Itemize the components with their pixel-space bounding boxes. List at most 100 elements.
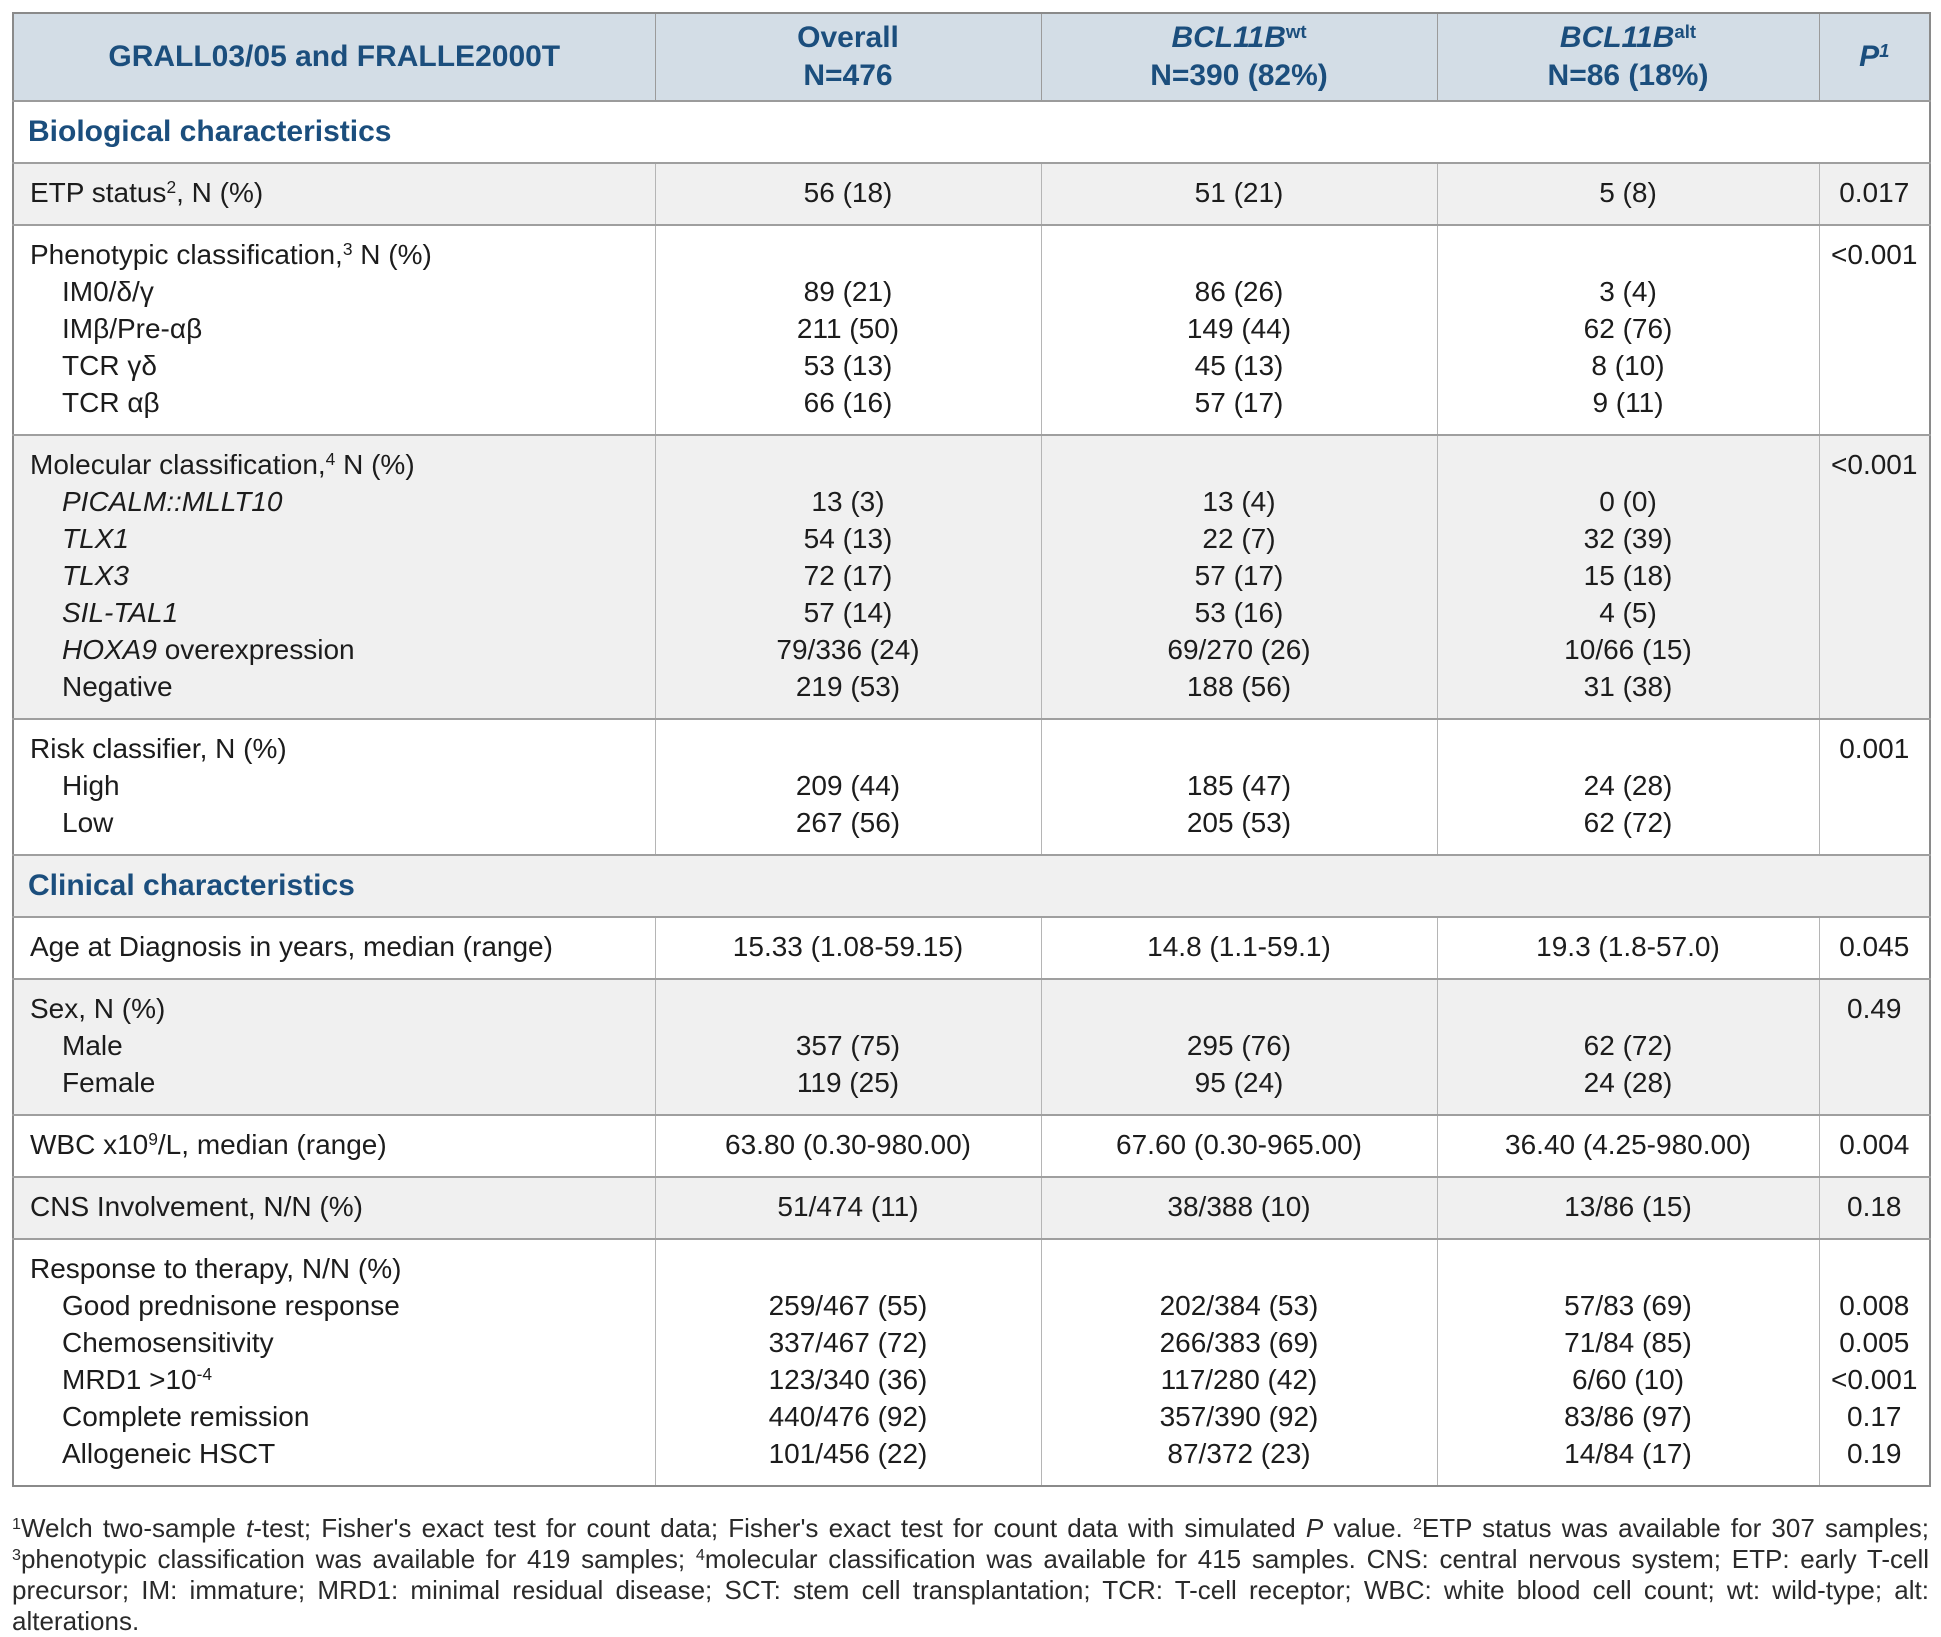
column-header: BCL11Bwt N=390 (82%) [1040, 13, 1438, 102]
table-row: Female 119 (25) 95 (24) 24 (28) [12, 1064, 1931, 1115]
p-value-cell [1818, 668, 1931, 719]
p-value-cell [1818, 384, 1931, 435]
value-cell [1040, 1238, 1438, 1287]
section-title: Biological characteristics [12, 100, 1931, 163]
text-part: Chemosensitivity [62, 1327, 274, 1358]
p-value-cell [1818, 520, 1931, 557]
text-part: Phenotypic classification, [30, 239, 343, 270]
row-label: TCR αβ [12, 384, 656, 435]
value-cell: 71/84 (85) [1436, 1324, 1820, 1361]
value-cell: 357 (75) [654, 1027, 1042, 1064]
p-value-cell [1818, 557, 1931, 594]
value-cell [1436, 718, 1820, 767]
row-label: TLX3 [12, 557, 656, 594]
value-cell [1436, 1238, 1820, 1287]
value-cell: 5 (8) [1436, 162, 1820, 225]
row-label: IMβ/Pre-αβ [12, 310, 656, 347]
row-label: SIL-TAL1 [12, 594, 656, 631]
p-value-cell: 0.19 [1818, 1435, 1931, 1486]
superscript: 1 [1879, 39, 1890, 61]
table-row: PICALM::MLLT10 13 (3) 13 (4) 0 (0) [12, 483, 1931, 520]
table-row: Molecular classification,4 N (%) <0.001 [12, 434, 1931, 483]
row-label: Good prednisone response [12, 1287, 656, 1324]
row-label: Molecular classification,4 N (%) [12, 434, 656, 483]
table-row: Sex, N (%) 0.49 [12, 978, 1931, 1027]
table-row: High 209 (44) 185 (47) 24 (28) [12, 767, 1931, 804]
value-cell: 295 (76) [1040, 1027, 1438, 1064]
row-label: Age at Diagnosis in years, median (range… [12, 916, 656, 979]
table-row: TLX3 72 (17) 57 (17) 15 (18) [12, 557, 1931, 594]
text-part: , N (%) [176, 177, 264, 208]
value-cell: 209 (44) [654, 767, 1042, 804]
p-value-cell [1818, 273, 1931, 310]
table-row: Risk classifier, N (%) 0.001 [12, 718, 1931, 767]
value-cell: 53 (13) [654, 347, 1042, 384]
text-part: Good prednisone response [62, 1290, 400, 1321]
value-cell [654, 718, 1042, 767]
text-part: IMβ/Pre-αβ [62, 313, 203, 344]
section-row: Clinical characteristics [12, 854, 1931, 917]
row-label: CNS Involvement, N/N (%) [12, 1176, 656, 1239]
value-cell: 188 (56) [1040, 668, 1438, 719]
text-part: Welch two-sample [20, 1513, 247, 1543]
value-cell: 4 (5) [1436, 594, 1820, 631]
p-value-cell: 0.004 [1818, 1114, 1931, 1177]
table-row: TCR γδ 53 (13) 45 (13) 8 (10) [12, 347, 1931, 384]
text-part: TCR αβ [62, 387, 160, 418]
text-part: overexpression [156, 634, 355, 665]
text-part: Response to therapy, N/N (%) [30, 1253, 402, 1284]
section-row: Biological characteristics [12, 100, 1931, 163]
text-part: Negative [62, 671, 173, 702]
value-cell: 51/474 (11) [654, 1176, 1042, 1239]
table-row: TLX1 54 (13) 22 (7) 32 (39) [12, 520, 1931, 557]
row-label: High [12, 767, 656, 804]
superscript: alt [1674, 20, 1697, 42]
row-label: WBC x109/L, median (range) [12, 1114, 656, 1177]
value-cell: 357/390 (92) [1040, 1398, 1438, 1435]
value-cell: 15.33 (1.08-59.15) [654, 916, 1042, 979]
value-cell: 86 (26) [1040, 273, 1438, 310]
value-cell: 211 (50) [654, 310, 1042, 347]
value-cell [654, 978, 1042, 1027]
table-row: Phenotypic classification,3 N (%) <0.001 [12, 224, 1931, 273]
p-value-cell: <0.001 [1818, 224, 1931, 273]
text-part: TCR γδ [62, 350, 157, 381]
row-label: PICALM::MLLT10 [12, 483, 656, 520]
column-header: P1 [1818, 13, 1931, 102]
column-header-count: N=476 [803, 59, 893, 92]
text-part: Allogeneic HSCT [62, 1438, 276, 1469]
text-part: ETP status [30, 177, 167, 208]
superscript: 3 [342, 239, 353, 260]
value-cell: 337/467 (72) [654, 1324, 1042, 1361]
table-row: HOXA9 overexpression 79/336 (24) 69/270 (2… [12, 631, 1931, 668]
table-row: Good prednisone response 259/467 (55) 202/… [12, 1287, 1931, 1324]
text-part: Complete remission [62, 1401, 310, 1432]
text-part: P [1305, 1513, 1324, 1543]
value-cell: 117/280 (42) [1040, 1361, 1438, 1398]
superscript: 4 [325, 449, 336, 470]
row-label: Response to therapy, N/N (%) [12, 1238, 656, 1287]
text-part: Overall [797, 21, 899, 54]
value-cell: 19.3 (1.8-57.0) [1436, 916, 1820, 979]
superscript: -4 [196, 1364, 213, 1385]
table-header: GRALL03/05 and FRALLE2000T Overall N=476 BC… [12, 13, 1931, 102]
p-value-cell [1818, 804, 1931, 855]
value-cell: 205 (53) [1040, 804, 1438, 855]
table-row: Negative 219 (53) 188 (56) 31 (38) [12, 668, 1931, 719]
column-header-name: BCL11Balt [1438, 19, 1819, 57]
row-label: IM0/δ/γ [12, 273, 656, 310]
text-part: BCL11B [1171, 21, 1286, 54]
text-part: TLX3 [62, 560, 129, 591]
p-value-cell: 0.017 [1818, 162, 1931, 225]
value-cell: 10/66 (15) [1436, 631, 1820, 668]
text-part: P [1859, 40, 1880, 73]
text-part: molecular classification was available f… [12, 1544, 1929, 1636]
row-label: Negative [12, 668, 656, 719]
p-value-cell [1818, 767, 1931, 804]
p-value-cell: 0.001 [1818, 718, 1931, 767]
value-cell: 79/336 (24) [654, 631, 1042, 668]
header-row: GRALL03/05 and FRALLE2000T Overall N=476 BC… [12, 13, 1931, 102]
text-part: N (%) [335, 449, 415, 480]
value-cell: 14.8 (1.1-59.1) [1040, 916, 1438, 979]
row-label: Risk classifier, N (%) [12, 718, 656, 767]
